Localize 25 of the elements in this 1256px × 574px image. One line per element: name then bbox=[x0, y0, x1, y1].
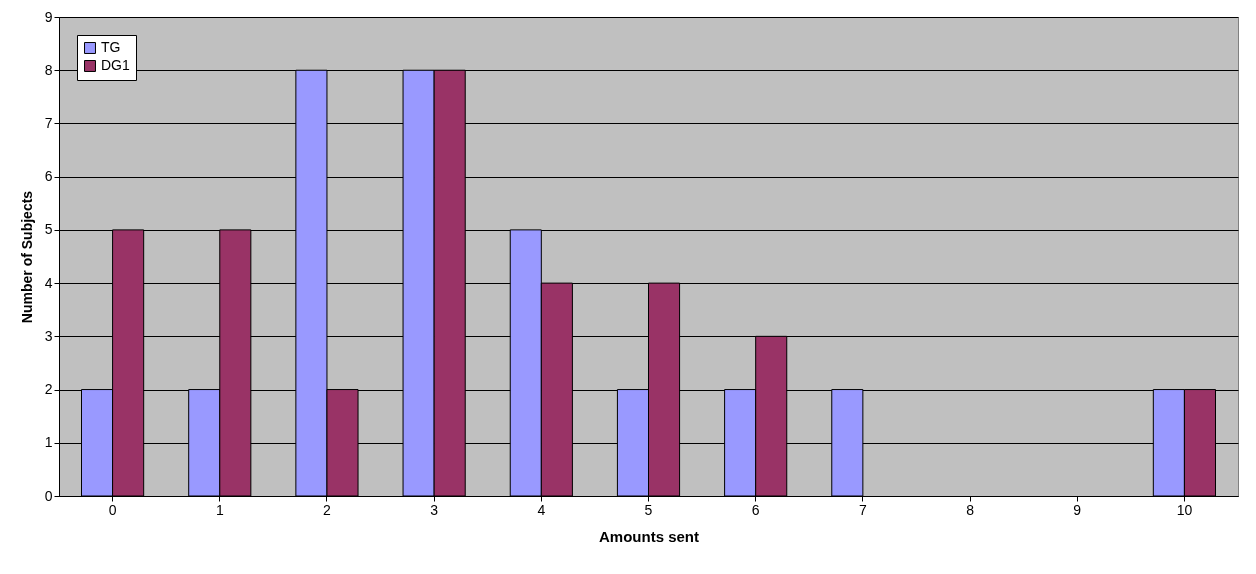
legend-label: DG1 bbox=[101, 57, 130, 73]
x-tick-label: 4 bbox=[537, 501, 546, 518]
y-tick-label: 4 bbox=[44, 274, 53, 291]
x-tick-label: 10 bbox=[1176, 501, 1193, 518]
y-axis-title: Number of Subjects bbox=[18, 190, 35, 324]
x-tick-label: 5 bbox=[644, 501, 653, 518]
y-tick-label: 2 bbox=[44, 381, 53, 398]
legend-label: TG bbox=[101, 39, 121, 55]
x-tick-label: 7 bbox=[858, 501, 867, 518]
y-tick-label: 1 bbox=[44, 434, 53, 451]
y-tick-label: 9 bbox=[44, 8, 53, 25]
y-tick-label: 8 bbox=[44, 61, 53, 78]
y-tick-label: 7 bbox=[44, 114, 53, 131]
y-tick-label: 6 bbox=[44, 168, 53, 185]
x-tick-label: 2 bbox=[323, 501, 332, 518]
x-tick-label: 3 bbox=[430, 501, 439, 518]
x-tick-label: 8 bbox=[966, 501, 975, 518]
x-tick-label: 6 bbox=[751, 501, 760, 518]
y-tick-label: 3 bbox=[44, 327, 53, 344]
x-axis-title: Amounts sent bbox=[598, 527, 700, 545]
y-tick-label: 5 bbox=[44, 221, 53, 238]
x-tick-label: 9 bbox=[1073, 501, 1082, 518]
y-tick-label: 0 bbox=[44, 487, 53, 504]
x-tick-label: 0 bbox=[108, 501, 117, 518]
x-tick-label: 1 bbox=[215, 501, 224, 518]
